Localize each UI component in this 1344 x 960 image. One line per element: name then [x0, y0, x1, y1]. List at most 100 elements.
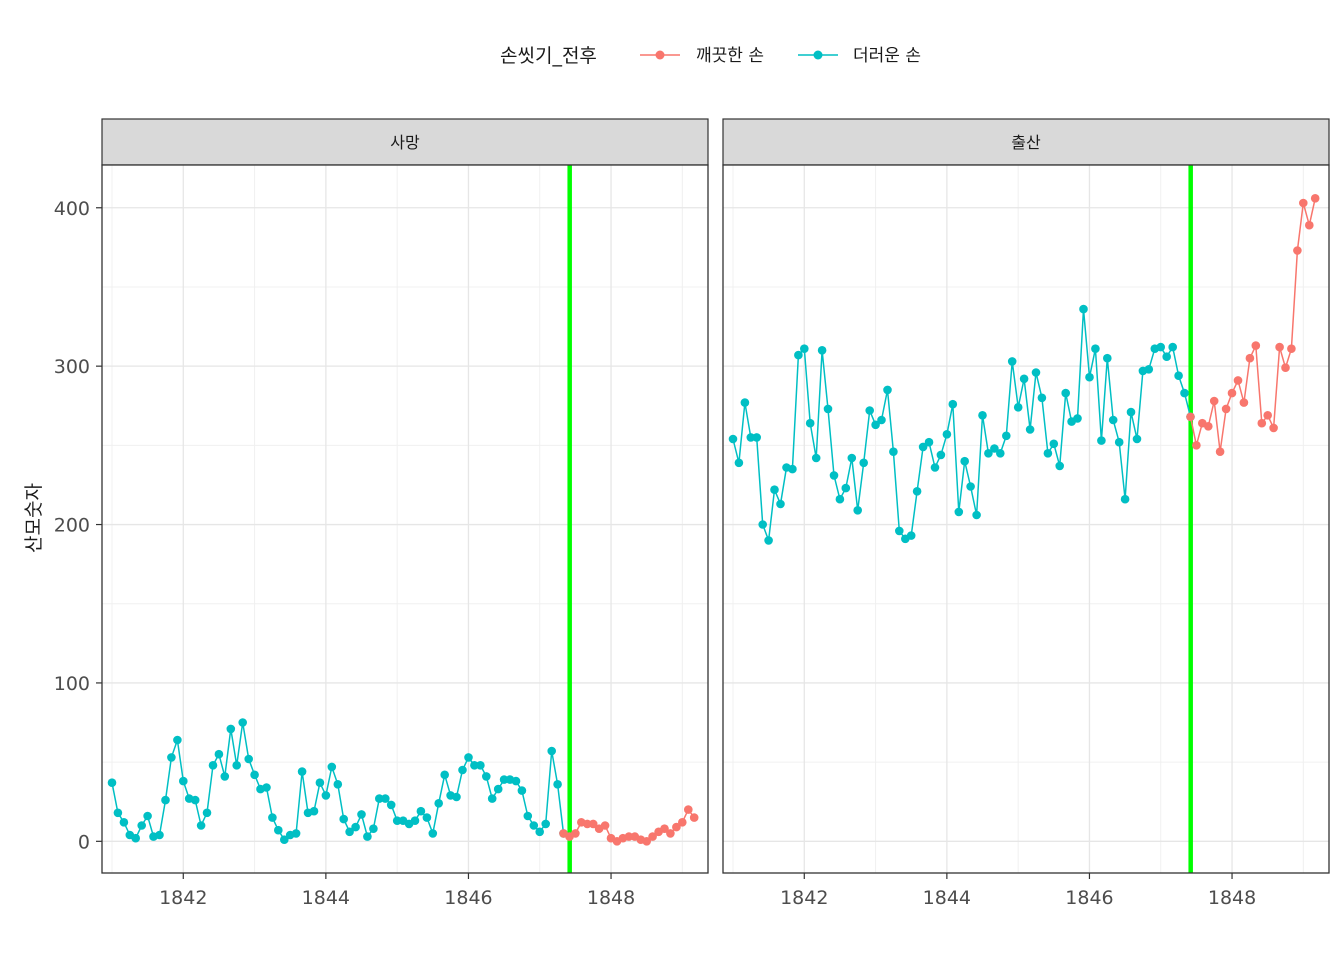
data-point	[476, 761, 485, 770]
grid	[723, 165, 1329, 873]
data-point	[1126, 407, 1136, 417]
legend-item-clean: 깨끗한 손	[640, 46, 764, 66]
data-point	[1097, 436, 1106, 445]
data-point	[1310, 194, 1320, 203]
data-point	[517, 786, 527, 795]
x-tick-label: 1844	[923, 887, 971, 909]
data-point	[800, 344, 809, 354]
facet-panel-1: 출산 1842 1844 1846 1848	[722, 118, 1330, 909]
y-tick-label: 200	[54, 515, 90, 537]
facet-panels: 사망 1842 1844 1846 1848 0 100 200 300 400 출산 1842 184…	[54, 118, 1330, 909]
data-point	[220, 772, 230, 781]
data-point	[232, 761, 241, 770]
data-point	[1186, 412, 1195, 422]
data-point	[972, 510, 981, 520]
data-point	[1263, 411, 1272, 420]
plot-background	[723, 165, 1329, 873]
facet-strip-label: 출산	[1011, 133, 1041, 152]
data-point	[588, 819, 598, 829]
data-point	[309, 806, 319, 816]
data-point	[1114, 437, 1124, 447]
data-point	[865, 406, 874, 415]
data-point	[161, 795, 170, 805]
data-point	[1299, 198, 1308, 208]
data-point	[410, 816, 420, 825]
data-point	[482, 772, 491, 781]
data-point	[740, 398, 750, 407]
data-point	[906, 531, 916, 540]
data-point	[434, 799, 444, 808]
data-point	[889, 447, 898, 457]
data-point	[392, 816, 402, 825]
x-tick-label: 1846	[1065, 887, 1113, 909]
facet-strip	[101, 118, 709, 166]
data-point	[877, 415, 886, 425]
facet-panel-0: 사망 1842 1844 1846 1848 0 100 200 300 400	[54, 118, 709, 909]
data-point	[1055, 461, 1064, 471]
data-point	[333, 780, 343, 789]
data-point	[752, 433, 761, 442]
data-point	[764, 536, 773, 545]
data-point	[315, 778, 325, 787]
panel-border	[101, 164, 709, 874]
data-point	[1168, 342, 1177, 352]
data-point	[511, 776, 521, 786]
data-point	[499, 775, 509, 784]
data-point	[291, 829, 301, 838]
data-point	[107, 778, 117, 787]
data-point	[666, 829, 675, 838]
data-point	[1108, 415, 1118, 425]
data-point	[823, 404, 833, 414]
data-point	[678, 818, 687, 827]
data-point	[829, 471, 839, 480]
data-point	[996, 449, 1005, 458]
data-point	[1233, 376, 1243, 385]
data-point	[1227, 388, 1237, 398]
data-point	[805, 418, 815, 428]
data-point	[817, 346, 827, 355]
data-point	[1025, 425, 1035, 434]
y-tick-label: 100	[54, 673, 90, 695]
data-point	[847, 453, 857, 463]
data-point	[529, 821, 539, 830]
data-point	[660, 824, 669, 833]
data-point	[280, 835, 289, 844]
data-point	[214, 749, 224, 759]
data-point	[960, 456, 969, 466]
data-point	[131, 833, 140, 843]
series-dirty	[728, 304, 1195, 545]
x-tick-label: 1842	[159, 887, 207, 909]
series-dirty	[107, 718, 568, 844]
data-point	[871, 420, 880, 430]
data-point	[600, 821, 610, 830]
y-tick-label: 300	[54, 356, 90, 378]
data-point	[1287, 344, 1296, 354]
legend-key-point-clean	[655, 50, 665, 60]
data-point	[794, 350, 803, 360]
data-point	[1061, 388, 1070, 398]
series-line	[1189, 198, 1316, 452]
data-point	[268, 813, 277, 822]
x-tick-label: 1844	[302, 887, 350, 909]
data-point	[990, 444, 999, 453]
data-point	[648, 832, 657, 841]
data-point	[470, 761, 479, 770]
data-point	[1120, 494, 1130, 504]
data-point	[1019, 374, 1029, 384]
data-point	[523, 811, 533, 821]
data-point	[535, 827, 544, 837]
data-point	[422, 813, 432, 822]
data-point	[1305, 220, 1314, 230]
data-point	[924, 437, 934, 447]
data-point	[250, 770, 259, 780]
data-point	[452, 792, 461, 802]
data-point	[1103, 353, 1112, 363]
data-point	[274, 825, 283, 835]
data-point	[1013, 403, 1023, 412]
data-point	[190, 795, 200, 805]
data-point	[1251, 341, 1261, 350]
panel-border	[722, 164, 1330, 874]
data-point	[167, 753, 176, 762]
data-point	[770, 485, 779, 495]
